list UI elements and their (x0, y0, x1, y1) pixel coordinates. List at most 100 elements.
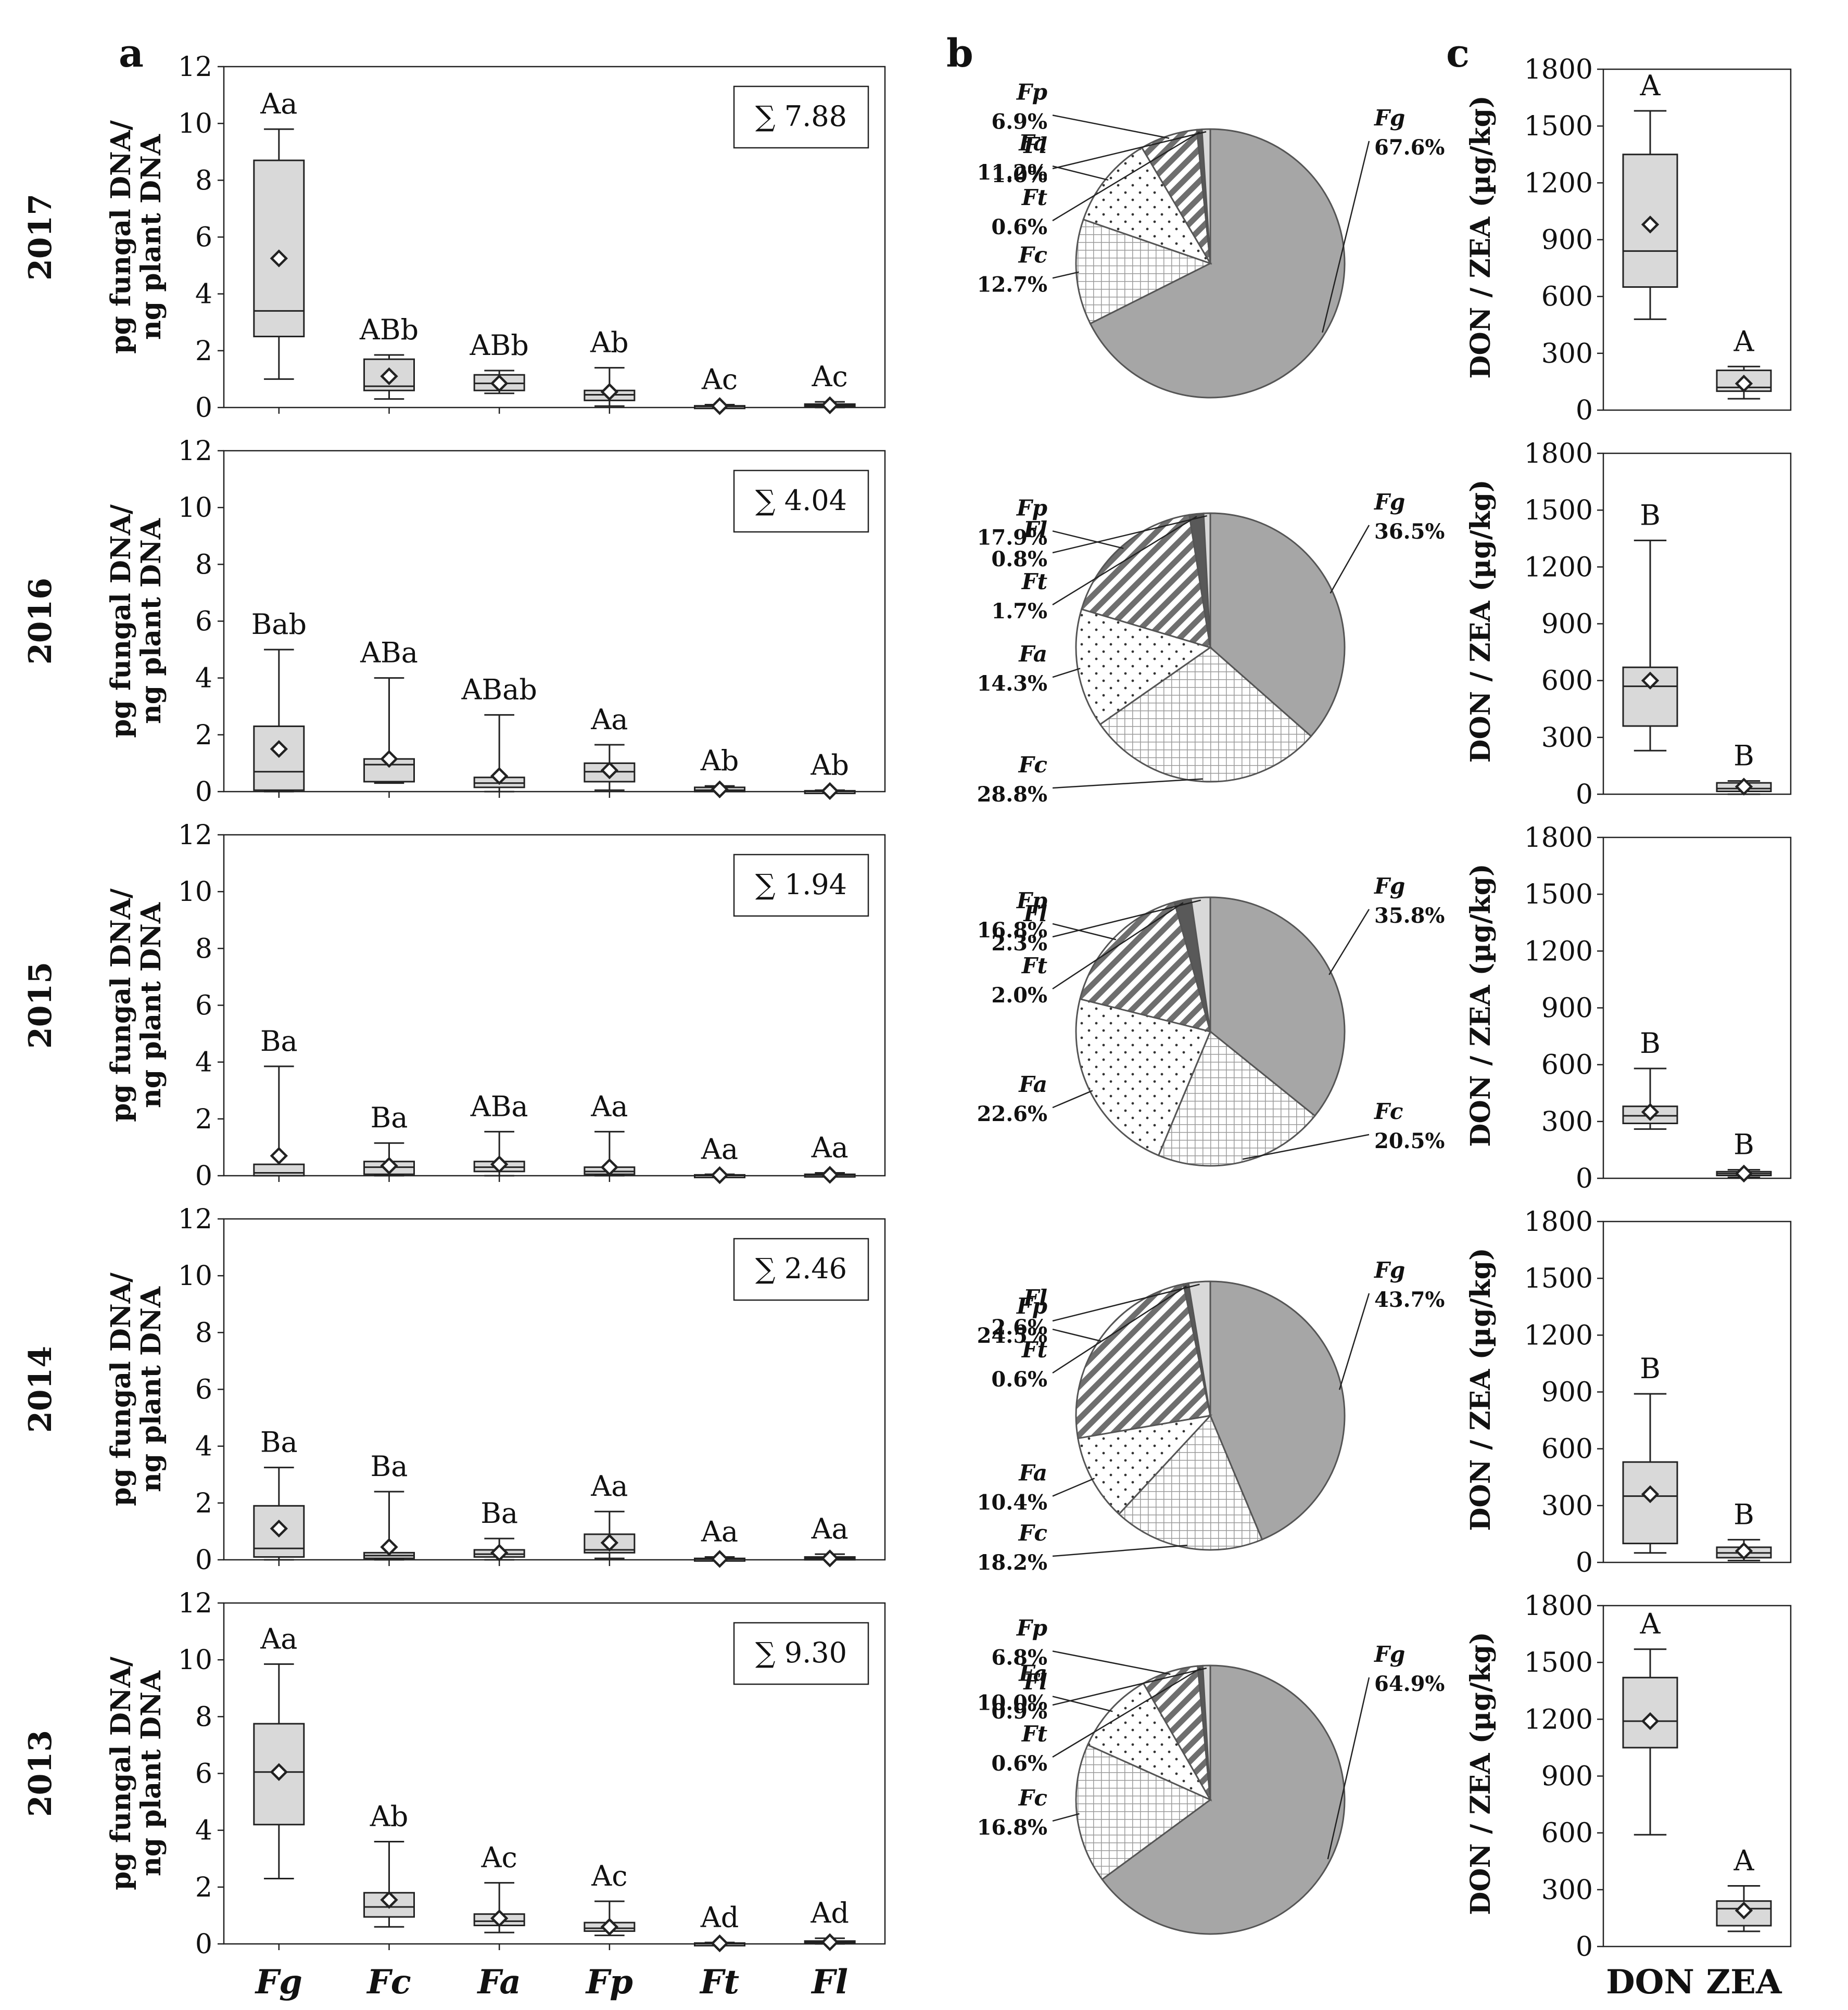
y-axis-label-line2: ng plant DNA (135, 134, 167, 340)
pie-slice-Fl: Fl 1.0% (991, 128, 1211, 264)
box-Fc-letter: ABa (360, 637, 418, 669)
box-Fg-mean-marker (270, 1763, 288, 1781)
box-Fc-letter: Ba (371, 1450, 408, 1483)
box-Ft-letter: Aa (701, 1133, 738, 1165)
year-label: 2015 (22, 962, 59, 1049)
y-axis-label: DON / ZEA (µg/kg) (1465, 479, 1497, 762)
pie-wedge (1201, 128, 1211, 264)
box-Fg-letter: Ba (260, 1025, 298, 1058)
y-tick-label: 10 (178, 1645, 212, 1676)
box-ZEA-mean-marker (1735, 778, 1753, 796)
pie-leader-line (1052, 1696, 1113, 1712)
pie-percent: 64.9% (1374, 1672, 1445, 1696)
x-label-Ft: Ft (699, 1963, 739, 2002)
box-Ft-letter: Ac (701, 363, 738, 396)
y-tick-label: 4 (195, 279, 212, 310)
box-Fl: Aa (804, 1512, 856, 1568)
pie-wedge (1101, 1664, 1346, 1935)
box-ZEA: B (1716, 1128, 1772, 1183)
pie-slice-Fg: Fg 36.5% (1209, 489, 1445, 737)
box-Fa: ABb (470, 329, 529, 395)
panel-label-a: a (119, 31, 144, 76)
y-tick-label: 8 (195, 549, 212, 580)
box-Fa-mean-marker (490, 767, 509, 785)
y-tick-label: 1800 (1524, 1206, 1593, 1238)
pie-slice-Fp: Fp 16.8% (977, 888, 1212, 1033)
box-Fl: Aa (804, 1131, 856, 1184)
pie-name: Fc (1018, 1785, 1047, 1811)
sum-frame (733, 85, 869, 149)
y-tick-label: 600 (1541, 1050, 1593, 1081)
y-axis-label-line1: pg fungal DNA/ (105, 120, 137, 354)
pie-slice-Fc: Fc 16.8% (977, 1744, 1212, 1881)
box-ZEA-letter: A (1733, 325, 1755, 358)
pie-leader-line (1328, 909, 1370, 975)
pie-name: Ft (1021, 953, 1047, 978)
y-tick-label: 12 (178, 820, 212, 851)
pie-name: Fa (1018, 1460, 1047, 1486)
y-tick-label: 8 (195, 933, 212, 964)
box-DON-mean-marker (1641, 671, 1660, 690)
pie-leader-line (1052, 1813, 1080, 1822)
box-ZEA: A (1716, 1844, 1772, 1932)
y-tick-label: 900 (1541, 225, 1593, 256)
row-2015: 2015 0 2 4 6 8 10 12 pg fungal DNA/ng plant DNA ∑… (22, 820, 1792, 1194)
box-Fg-mean-marker (270, 1519, 288, 1538)
y-tick-label: 1200 (1524, 936, 1593, 967)
box-DON: B (1622, 1027, 1678, 1130)
pie-percent: 14.3% (977, 671, 1047, 696)
box-Fc: ABa (360, 637, 418, 784)
pie-percent: 20.5% (1374, 1129, 1445, 1153)
y-tick-label: 10 (178, 876, 212, 908)
box-Fl-letter: Ab (810, 748, 849, 781)
pie-name: Fp (1016, 79, 1047, 105)
y-tick-label: 12 (178, 52, 212, 83)
panel-c-plot: 0 300 600 900 1200 1500 1800 DON / ZEA (µg/kg) B… (1465, 822, 1792, 1194)
year-label: 2013 (22, 1730, 59, 1817)
y-tick-label: 900 (1541, 1377, 1593, 1408)
x-label-Fg: Fg (255, 1963, 302, 2002)
y-tick-label: 0 (1576, 395, 1593, 426)
pie-wedge (1086, 1682, 1212, 1802)
y-axis-label: DON / ZEA (µg/kg) (1465, 95, 1497, 378)
panel-a-plot: 0 2 4 6 8 10 12 pg fungal DNA/ng plant DNA ∑ 1.9… (105, 820, 886, 1192)
y-tick-label: 1500 (1524, 495, 1593, 526)
year-label: 2016 (22, 578, 59, 665)
y-tick-label: 1500 (1524, 111, 1593, 142)
pie-leader-line (1052, 1283, 1200, 1322)
sum-frame (733, 469, 869, 533)
box-Fl-letter: Ac (812, 360, 848, 393)
box-Ft-mean-marker (711, 780, 729, 798)
pie-percent: 22.6% (977, 1102, 1047, 1126)
pie-slice-Fl: Fl 0.8% (991, 512, 1211, 648)
box-Fp-mean-marker (600, 1534, 619, 1552)
pie-percent: 0.9% (991, 1699, 1047, 1724)
box-Fc-mean-marker (380, 1156, 398, 1175)
pie-name: Fp (1016, 495, 1047, 520)
y-axis-label: DON / ZEA (µg/kg) (1465, 863, 1497, 1147)
panel-a-plot: 0 2 4 6 8 10 12 pg fungal DNA/ng plant DNA ∑ 7.8… (105, 52, 886, 424)
box-Fp: Ab (584, 326, 636, 407)
sum-box: ∑ 9.30 (733, 1622, 869, 1685)
box-Fa: Ac (473, 1841, 525, 1933)
row-2016: 2016 0 2 4 6 8 10 12 pg fungal DNA/ng plant DNA ∑… (22, 436, 1792, 810)
y-tick-label: 0 (195, 1545, 212, 1576)
y-tick-label: 12 (178, 1204, 212, 1235)
box-Fc-mean-marker (380, 1538, 398, 1556)
box-Fa-mean-marker (490, 1909, 509, 1928)
box-Fg: Aa (253, 87, 305, 380)
x-label-Fp: Fp (585, 1963, 633, 2002)
x-category-labels: Fg Fc Fa Fp Ft Fl DON ZEA (255, 1963, 1782, 2002)
box-ZEA: B (1716, 740, 1772, 796)
panel-b-pie: Fg 36.5% Fc 28.8% Fa 14.3% Fp 17.9% Ft 1.7% Fl 0.8% (977, 489, 1445, 807)
pie-slice-Fa: Fa 10.4% (977, 1414, 1213, 1516)
pie-name: Fa (1018, 130, 1047, 156)
y-tick-label: 0 (195, 777, 212, 808)
panel-c-plot: 0 300 600 900 1200 1500 1800 DON / ZEA (µg/kg) A… (1465, 1591, 1792, 1963)
x-label-Fl: Fl (811, 1963, 848, 2002)
box-Fc-mean-marker (380, 367, 398, 386)
y-tick-label: 8 (195, 1701, 212, 1733)
y-tick-label: 0 (195, 392, 212, 424)
pie-slice-Fl: Fl 2.3% (991, 896, 1211, 1032)
pie-slice-Fg: Fg 43.7% (1209, 1257, 1445, 1541)
